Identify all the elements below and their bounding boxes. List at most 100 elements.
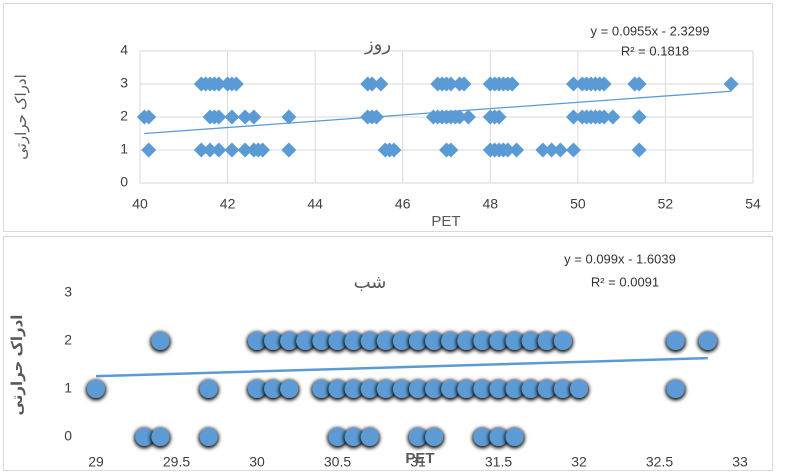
point: [553, 380, 572, 398]
y-tick-label: 2: [120, 108, 128, 124]
point: [193, 142, 209, 158]
x-tick-label: 52: [658, 196, 674, 212]
point: [237, 109, 253, 125]
point: [441, 332, 460, 350]
point: [141, 109, 157, 125]
point: [666, 380, 685, 398]
x-tick-label: 33: [732, 454, 748, 470]
point: [441, 380, 460, 398]
point: [376, 380, 395, 398]
point: [409, 428, 427, 446]
point: [344, 380, 363, 398]
x-tick-label: 32: [571, 454, 587, 470]
x-axis-label: PET: [405, 450, 434, 467]
x-tick-label: 54: [745, 196, 761, 212]
trend-equation: y = 0.0955x - 2.3299: [591, 23, 710, 38]
x-tick-label: 44: [307, 196, 323, 212]
point: [565, 109, 581, 125]
point: [237, 142, 253, 158]
point: [537, 380, 556, 398]
point: [456, 76, 472, 92]
point: [500, 142, 516, 158]
point: [224, 109, 240, 125]
point: [552, 142, 568, 158]
point: [723, 76, 739, 92]
y-tick-label: 3: [64, 284, 72, 300]
point: [596, 76, 612, 92]
point: [360, 332, 379, 350]
point: [631, 142, 647, 158]
point: [344, 332, 363, 350]
point: [344, 428, 363, 446]
point: [376, 332, 395, 350]
point: [211, 109, 227, 125]
chart-frame: [3, 236, 773, 471]
point: [151, 332, 170, 350]
point: [328, 380, 347, 398]
x-axis-label: PET: [431, 213, 460, 230]
point: [328, 332, 347, 350]
point: [666, 332, 685, 350]
point: [409, 380, 427, 398]
point: [312, 380, 331, 398]
y-tick-label: 3: [120, 75, 128, 91]
point: [199, 380, 218, 398]
point: [473, 380, 492, 398]
point: [521, 380, 540, 398]
point: [535, 142, 551, 158]
point: [312, 332, 331, 350]
y-axis-label: ادراک حرارتی: [9, 315, 26, 416]
point: [224, 142, 240, 158]
point: [87, 380, 105, 398]
y-axis-label: ادراک حرارتی: [13, 74, 30, 160]
point: [504, 76, 520, 92]
point: [248, 380, 266, 398]
point: [565, 76, 581, 92]
x-tick-label: 31.5: [485, 454, 512, 470]
point: [368, 109, 384, 125]
point: [151, 428, 170, 446]
point: [409, 332, 427, 350]
point: [491, 109, 507, 125]
point: [296, 332, 315, 350]
point: [553, 332, 572, 350]
point: [473, 428, 492, 446]
x-tick-label: 40: [132, 196, 148, 212]
point: [489, 380, 508, 398]
point: [425, 332, 444, 350]
point: [565, 142, 581, 158]
point: [392, 332, 411, 350]
point: [392, 380, 411, 398]
point: [521, 332, 540, 350]
y-tick-label: 2: [64, 332, 72, 348]
point: [460, 109, 476, 125]
x-tick-label: 48: [482, 196, 498, 212]
point: [631, 76, 647, 92]
y-tick-label: 1: [64, 380, 72, 396]
point: [443, 142, 459, 158]
point: [264, 380, 283, 398]
point: [537, 332, 556, 350]
trend-r-squared: R² = 0.1818: [621, 43, 689, 58]
point: [505, 332, 524, 350]
point: [544, 142, 560, 158]
x-tick-label: 29.5: [163, 454, 190, 470]
x-tick-label: 30: [249, 454, 265, 470]
point: [280, 380, 299, 398]
point: [281, 109, 297, 125]
point: [425, 380, 444, 398]
point: [141, 142, 157, 158]
point: [489, 428, 508, 446]
point: [280, 332, 299, 350]
point: [199, 428, 218, 446]
point: [457, 380, 476, 398]
point: [364, 76, 380, 92]
y-tick-label: 4: [120, 42, 128, 58]
point: [570, 380, 588, 398]
point: [489, 332, 508, 350]
trend-r-squared: R² = 0.0091: [591, 274, 659, 289]
point: [698, 332, 717, 350]
y-tick-label: 0: [120, 174, 128, 190]
point: [457, 332, 476, 350]
point: [631, 109, 647, 125]
